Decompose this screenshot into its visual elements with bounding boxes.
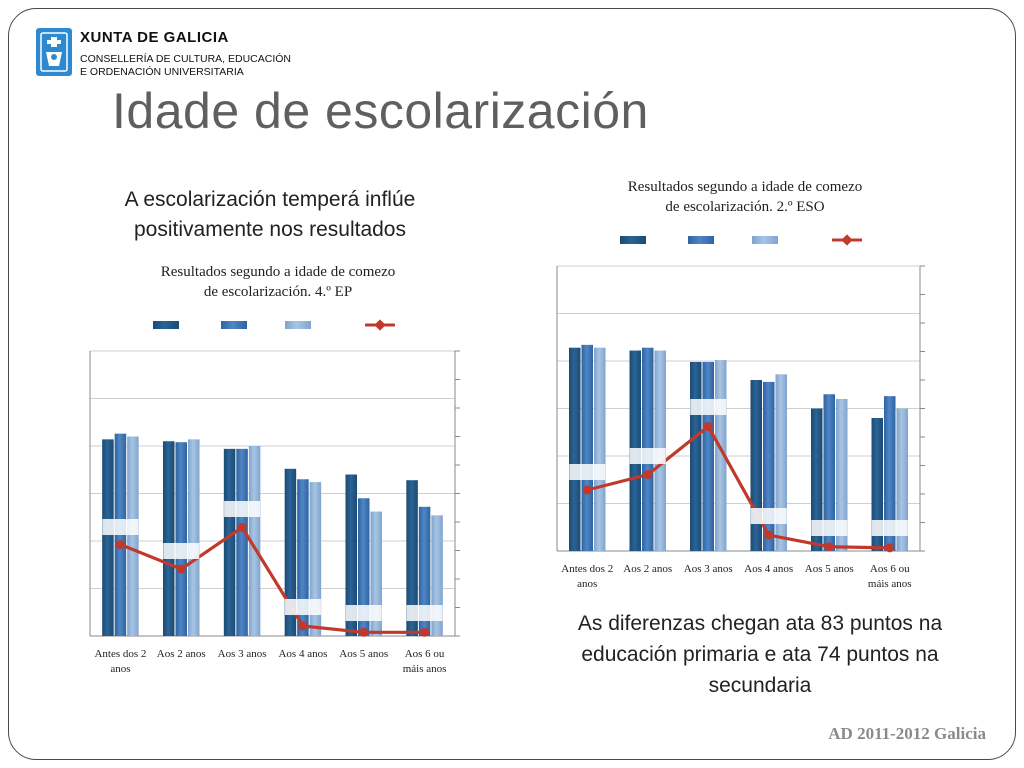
lead-text: A escolarización temperá inflúe positiva… bbox=[124, 188, 416, 241]
org-department-line1: CONSELLERÍA DE CULTURA, EDUCACIÓN bbox=[80, 53, 292, 65]
xunta-logo-icon bbox=[36, 28, 72, 76]
footer-text: AD 2011-2012 Galicia bbox=[828, 724, 986, 743]
org-department-line2: E ORDENACIÓN UNIVERSITARIA bbox=[80, 66, 244, 78]
slide-title: Idade de escolarización bbox=[112, 83, 649, 139]
org-name: XUNTA DE GALICIA bbox=[80, 29, 229, 46]
slide-frame bbox=[8, 8, 1016, 760]
note-text: As diferenzas chegan ata 83 puntos na ed… bbox=[577, 612, 943, 697]
